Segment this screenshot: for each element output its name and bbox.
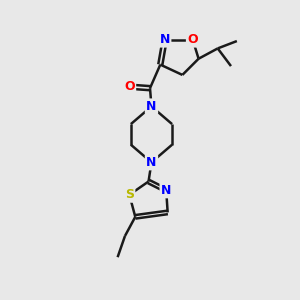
Text: O: O: [124, 80, 135, 93]
Text: N: N: [161, 184, 171, 197]
Text: O: O: [188, 33, 198, 46]
Text: N: N: [146, 156, 157, 169]
Text: S: S: [125, 188, 134, 201]
Text: N: N: [160, 33, 170, 46]
Text: N: N: [146, 100, 157, 113]
